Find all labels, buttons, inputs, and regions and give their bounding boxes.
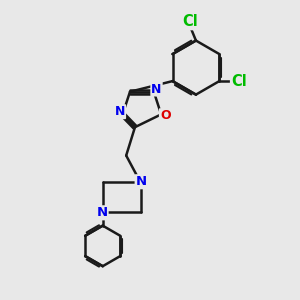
Text: N: N	[97, 206, 108, 219]
Text: N: N	[151, 82, 162, 95]
Text: O: O	[160, 109, 170, 122]
Text: N: N	[136, 175, 147, 188]
Text: N: N	[115, 105, 125, 118]
Text: Cl: Cl	[231, 74, 247, 88]
Text: Cl: Cl	[182, 14, 198, 29]
